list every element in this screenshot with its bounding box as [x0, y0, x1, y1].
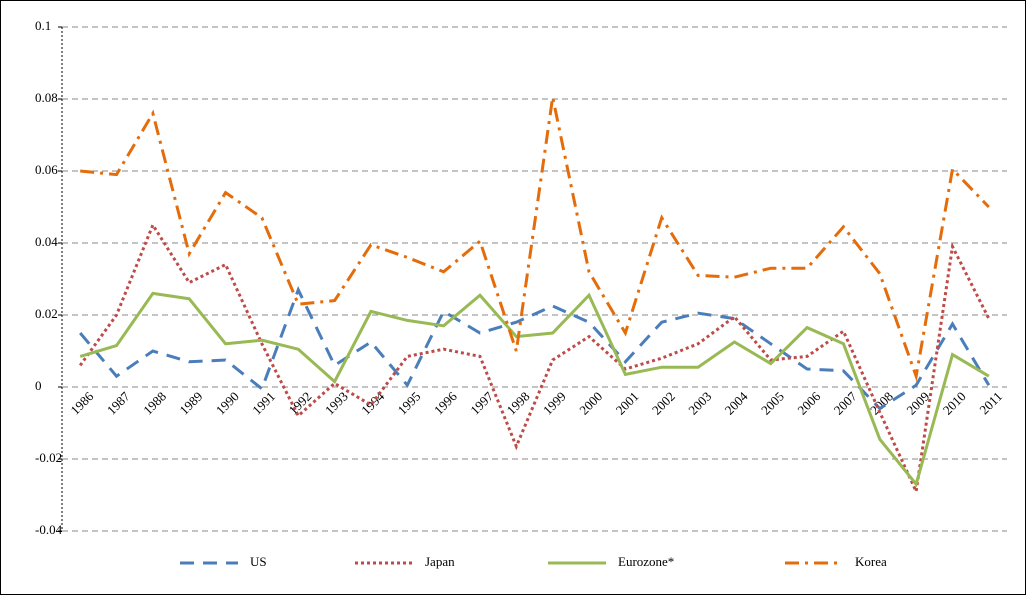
y-tick-label: 0.08	[35, 90, 58, 105]
y-tick-label: 0.04	[35, 234, 58, 249]
y-tick-label: 0.06	[35, 162, 58, 177]
series-line	[78, 221, 991, 497]
y-tick-label: 0	[35, 378, 42, 393]
y-tick-label: 0.1	[35, 18, 51, 33]
series-line	[79, 291, 990, 488]
legend-label: Japan	[425, 554, 455, 569]
legend-label: Korea	[855, 554, 887, 569]
legend-label: US	[250, 554, 267, 569]
y-tick-label: -0.04	[35, 522, 63, 537]
y-tick-label: 0.02	[35, 306, 58, 321]
y-tick-label: -0.02	[35, 450, 62, 465]
series-line	[80, 96, 990, 383]
series-line	[79, 285, 991, 411]
legend-label: Eurozone*	[618, 554, 674, 569]
